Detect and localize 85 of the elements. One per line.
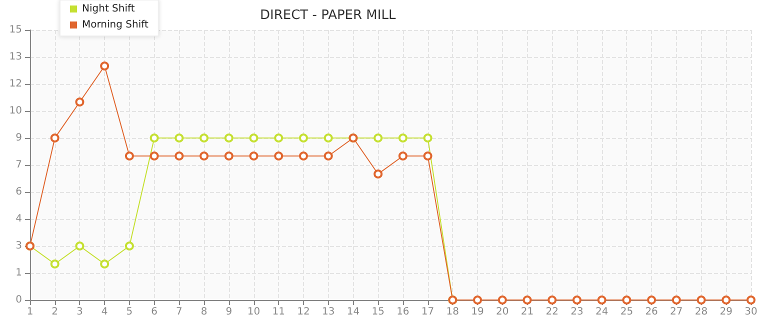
x-tick-label: 16 — [396, 306, 410, 318]
point — [249, 134, 258, 142]
x-tick-label: 27 — [670, 306, 683, 318]
y-tick-label: 15 — [9, 24, 22, 36]
point — [174, 134, 184, 142]
point — [423, 134, 432, 142]
point — [622, 296, 632, 304]
point — [324, 134, 333, 142]
x-tick-label: 17 — [421, 306, 434, 318]
x-tick-label: 12 — [297, 306, 310, 318]
x-tick-label: 20 — [496, 306, 509, 318]
point — [548, 296, 557, 304]
x-tick-label: 7 — [176, 306, 182, 318]
point — [374, 134, 383, 142]
point — [100, 260, 110, 268]
y-tick-label: 13 — [9, 52, 22, 62]
point — [249, 152, 258, 160]
x-tick-label: 28 — [694, 306, 708, 318]
point — [200, 152, 209, 160]
y-tick-label: 6 — [16, 186, 22, 198]
x-tick-label: 26 — [645, 306, 658, 318]
point — [298, 152, 308, 160]
y-tick-label: 4 — [16, 214, 22, 224]
point — [174, 152, 184, 160]
point — [597, 296, 606, 304]
x-tick-label: 24 — [595, 306, 608, 318]
x-tick-label: 4 — [101, 306, 108, 318]
chart-title: DIRECT - PAPER MILL — [260, 8, 396, 23]
x-tick-label: 21 — [520, 306, 534, 318]
point — [200, 134, 209, 142]
y-tick-label: 9 — [16, 132, 22, 144]
y-tick-label: 10 — [9, 106, 22, 116]
point — [696, 296, 706, 304]
point — [423, 152, 432, 160]
y-tick-label: 7 — [16, 160, 22, 170]
point — [100, 62, 110, 70]
x-tick-label: 23 — [570, 306, 584, 318]
legend-label: Morning Shift — [82, 20, 148, 30]
x-tick-label: 14 — [346, 306, 360, 318]
y-tick-label: 0 — [16, 294, 22, 306]
point — [722, 296, 731, 304]
x-tick-label: 1 — [26, 306, 34, 318]
point — [398, 134, 408, 142]
point — [522, 296, 532, 304]
x-tick-label: 19 — [471, 306, 484, 318]
x-tick-label: 8 — [200, 306, 208, 318]
x-tick-label: 15 — [372, 306, 384, 318]
x-tick-label: 25 — [620, 306, 634, 318]
point — [398, 152, 408, 160]
point — [75, 242, 84, 250]
x-tick-label: 10 — [247, 306, 260, 318]
point — [324, 152, 333, 160]
point — [150, 152, 159, 160]
point — [224, 152, 234, 160]
x-tick-label: 11 — [272, 306, 285, 318]
point — [150, 134, 159, 142]
y-tick-label: 3 — [16, 240, 22, 252]
point — [647, 296, 656, 304]
point — [50, 260, 60, 268]
y-tick-label: 12 — [9, 78, 22, 90]
point — [274, 152, 284, 160]
point — [224, 134, 234, 142]
x-tick-label: 5 — [126, 306, 133, 318]
x-tick-label: 30 — [744, 306, 758, 318]
x-tick-label: 6 — [151, 306, 158, 318]
point — [274, 134, 284, 142]
point — [672, 296, 681, 304]
y-tick-label: 1 — [16, 268, 22, 278]
point — [298, 134, 308, 142]
x-tick-label: 13 — [322, 306, 335, 318]
point — [498, 296, 507, 304]
x-tick-label: 22 — [546, 306, 558, 318]
point — [572, 296, 582, 304]
point — [124, 242, 134, 250]
x-tick-label: 29 — [720, 306, 733, 318]
x-tick-label: 2 — [52, 306, 58, 318]
legend-label: Night Shift — [82, 4, 135, 14]
point — [124, 152, 134, 160]
point — [50, 134, 60, 142]
x-tick-label: 3 — [76, 306, 83, 318]
point — [374, 170, 383, 178]
x-tick-label: 18 — [446, 306, 460, 318]
point — [75, 98, 84, 106]
point — [473, 296, 482, 304]
x-tick-label: 9 — [226, 306, 232, 318]
